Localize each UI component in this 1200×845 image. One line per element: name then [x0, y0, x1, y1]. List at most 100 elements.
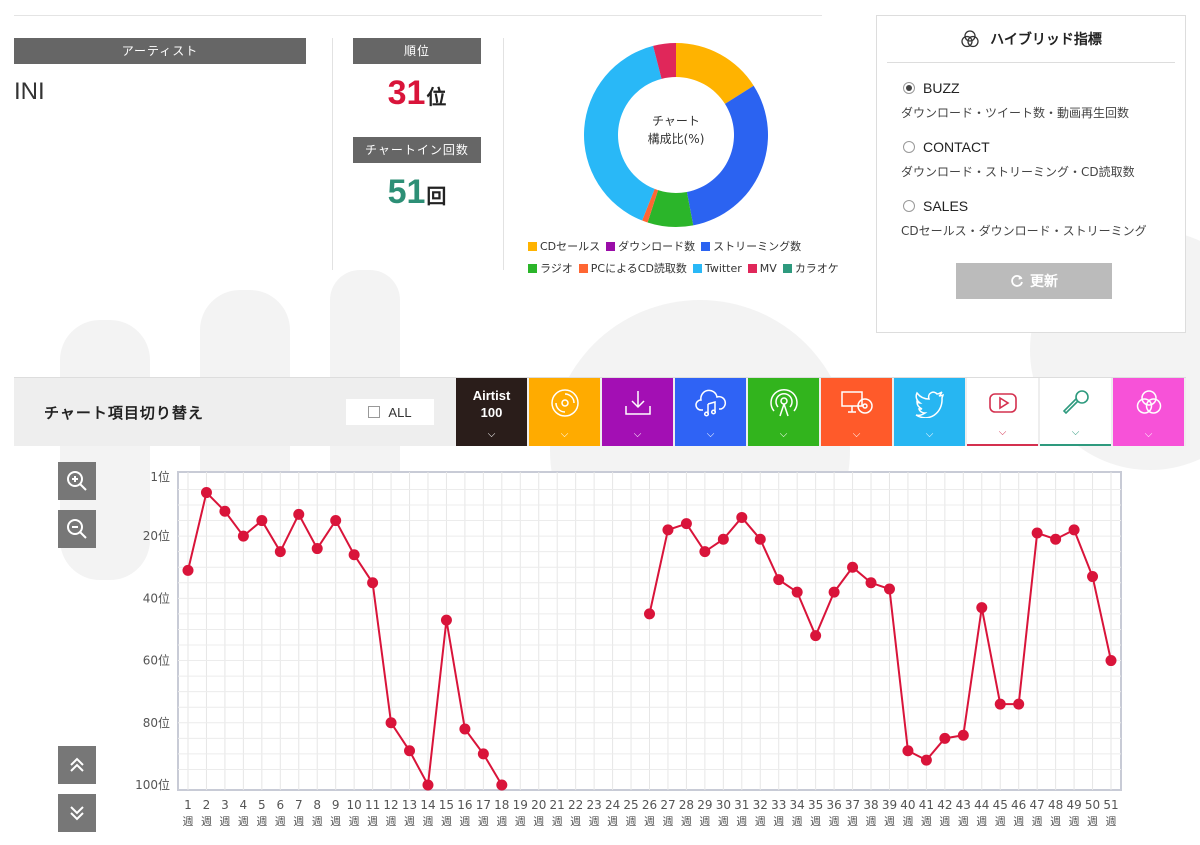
tab-hybrid[interactable]: ⌵: [1113, 378, 1184, 446]
tab-cd-sales[interactable]: ⌵: [529, 378, 600, 446]
pc-cd-icon: [840, 391, 873, 414]
checkbox[interactable]: [368, 406, 381, 418]
x-tick-unit: 週: [552, 815, 563, 828]
donut-slice: [647, 190, 694, 228]
legend-item: MV: [747, 260, 777, 276]
data-point[interactable]: [496, 779, 508, 791]
data-point[interactable]: [828, 586, 840, 598]
tab-airtist-100[interactable]: Airtist 100 ⌵: [456, 378, 527, 446]
data-point[interactable]: [994, 698, 1006, 710]
radio-sales[interactable]: [903, 200, 915, 212]
data-point[interactable]: [810, 630, 822, 642]
option-description: ダウンロード・ツイート数・動画再生回数: [901, 106, 1130, 120]
legend-swatch: [606, 241, 616, 251]
chevron-down-icon: ⌵: [633, 429, 642, 440]
option-label: CONTACT: [923, 139, 990, 155]
data-point[interactable]: [422, 779, 434, 791]
tab-twitter[interactable]: ⌵: [894, 378, 965, 446]
data-point[interactable]: [957, 729, 969, 741]
data-point[interactable]: [883, 583, 895, 595]
tab-radio[interactable]: ⌵: [748, 378, 819, 446]
data-point[interactable]: [440, 614, 452, 626]
data-point[interactable]: [773, 574, 785, 586]
data-point[interactable]: [367, 577, 379, 589]
x-tick-label: 40: [900, 798, 915, 812]
legend-label: カラオケ: [794, 262, 839, 275]
x-tick-unit: 週: [681, 815, 692, 828]
x-tick-label: 31: [734, 798, 749, 812]
data-point[interactable]: [182, 564, 194, 576]
x-tick-unit: 週: [958, 815, 969, 828]
data-point[interactable]: [330, 515, 342, 527]
data-point[interactable]: [477, 748, 489, 760]
data-point[interactable]: [1031, 527, 1043, 539]
radio-contact[interactable]: [903, 141, 915, 153]
scroll-down-button[interactable]: [58, 794, 96, 832]
data-point[interactable]: [902, 745, 914, 757]
chevron-down-icon: ⌵: [706, 429, 715, 440]
data-point[interactable]: [274, 546, 286, 558]
tab-streaming[interactable]: ⌵: [675, 378, 746, 446]
tab-mv[interactable]: ⌵: [967, 378, 1038, 446]
data-point[interactable]: [311, 543, 323, 555]
data-point[interactable]: [293, 508, 305, 520]
x-tick-label: 33: [771, 798, 786, 812]
x-tick-label: 4: [240, 798, 248, 812]
data-point[interactable]: [1087, 571, 1099, 583]
donut-slice: [653, 43, 676, 79]
all-checkbox-button[interactable]: ALL: [346, 399, 434, 425]
youtube-icon: [988, 393, 1017, 413]
double-chevron-up-icon: [70, 757, 84, 772]
data-point[interactable]: [736, 511, 748, 523]
x-tick-unit: 週: [921, 815, 932, 828]
data-point[interactable]: [1105, 655, 1117, 667]
data-point[interactable]: [976, 602, 988, 614]
x-tick-unit: 週: [902, 815, 913, 828]
refresh-button[interactable]: 更新: [956, 263, 1112, 299]
hybrid-option-buzz[interactable]: BUZZ ダウンロード・ツイート数・動画再生回数: [901, 80, 1130, 121]
data-point[interactable]: [644, 608, 655, 620]
data-point[interactable]: [1013, 698, 1025, 710]
data-point[interactable]: [699, 546, 711, 558]
data-point[interactable]: [348, 549, 360, 561]
tab-download[interactable]: ⌵: [602, 378, 673, 446]
x-tick-label: 2: [203, 798, 211, 812]
data-point[interactable]: [1068, 524, 1080, 536]
data-point[interactable]: [459, 723, 471, 735]
data-point[interactable]: [662, 524, 674, 536]
hybrid-option-sales[interactable]: SALES CDセールス・ダウンロード・ストリーミング: [901, 198, 1147, 239]
data-point[interactable]: [256, 515, 268, 527]
data-point[interactable]: [385, 717, 397, 729]
data-point[interactable]: [939, 732, 951, 744]
rank-value: 31: [387, 74, 426, 112]
x-tick-unit: 週: [570, 815, 581, 828]
radio-buzz[interactable]: [903, 82, 915, 94]
data-point[interactable]: [791, 586, 803, 598]
tab-karaoke[interactable]: ⌵: [1040, 378, 1111, 446]
x-tick-label: 14: [420, 798, 435, 812]
data-point[interactable]: [237, 530, 249, 542]
zoom-out-button[interactable]: [58, 510, 96, 548]
data-point[interactable]: [865, 577, 877, 589]
data-point[interactable]: [404, 745, 416, 757]
donut-legend: CDセールス ダウンロード数 ストリーミング数 ラジオ PCによるCD読取数 Twitt…: [528, 238, 858, 282]
data-point[interactable]: [847, 561, 859, 573]
zoom-in-button[interactable]: [58, 462, 96, 500]
x-tick-unit: 週: [386, 815, 397, 828]
x-tick-unit: 週: [275, 815, 286, 828]
data-point[interactable]: [754, 533, 766, 545]
data-point[interactable]: [219, 505, 231, 517]
chevron-down-icon: ⌵: [925, 429, 934, 440]
data-point[interactable]: [680, 518, 692, 530]
hybrid-option-contact[interactable]: CONTACT ダウンロード・ストリーミング・CD読取数: [901, 139, 1135, 180]
scroll-up-button[interactable]: [58, 746, 96, 784]
radio-icon: [769, 388, 798, 417]
data-point[interactable]: [717, 533, 729, 545]
data-point[interactable]: [1050, 533, 1062, 545]
x-tick-label: 35: [808, 798, 823, 812]
data-point[interactable]: [200, 487, 212, 499]
data-point[interactable]: [920, 754, 932, 766]
x-tick-label: 44: [974, 798, 989, 812]
x-tick-label: 29: [697, 798, 712, 812]
tab-pc-cd-reading[interactable]: ⌵: [821, 378, 892, 446]
